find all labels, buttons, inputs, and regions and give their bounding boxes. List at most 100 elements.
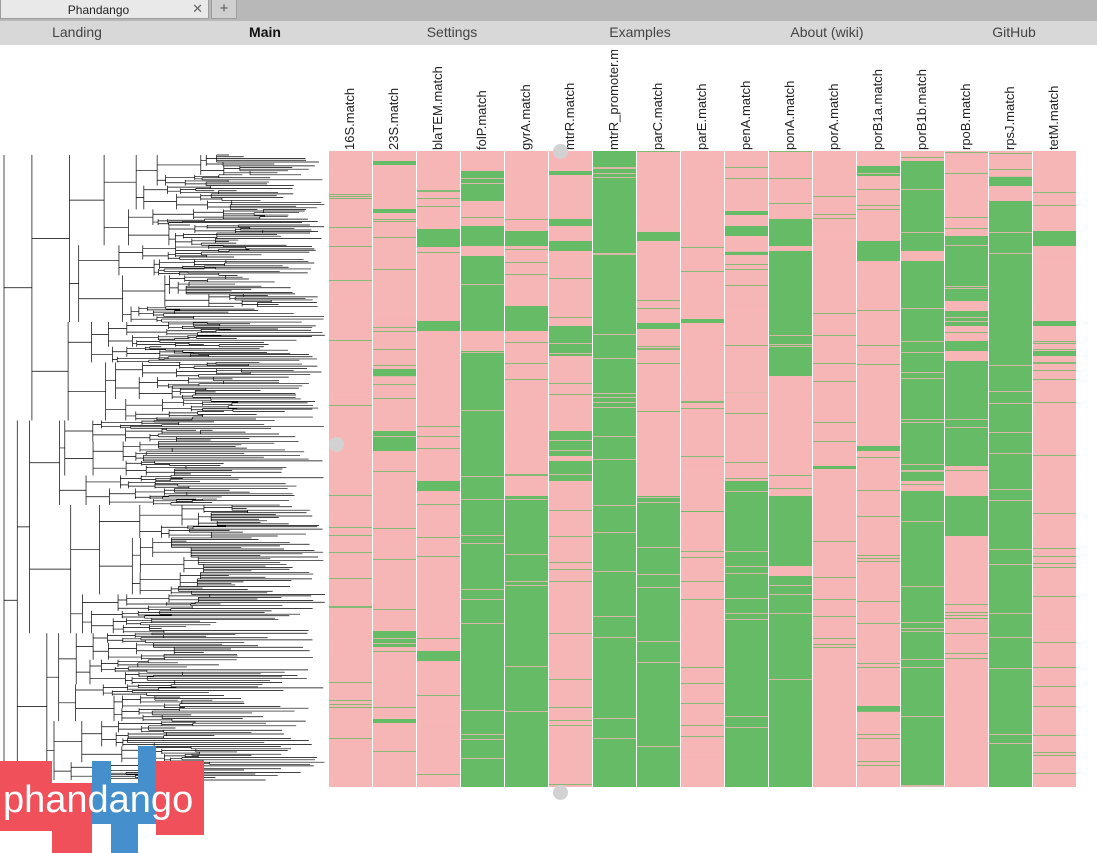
matrix-row-stripe [373, 269, 416, 270]
matrix-column[interactable] [417, 151, 460, 787]
matrix-match-block [901, 491, 944, 787]
matrix-row-stripe [417, 426, 460, 427]
matrix-row-stripe [549, 440, 592, 441]
matrix-row-stripe [813, 422, 856, 423]
matrix-row-stripe [593, 374, 636, 375]
matrix-row-stripe [725, 269, 768, 270]
matrix-row-stripe [945, 217, 988, 218]
matrix-row-stripe [989, 169, 1032, 170]
matrix-row-stripe [857, 765, 900, 766]
matrix-row-stripe [901, 586, 944, 587]
matrix-row-stripe [637, 401, 680, 402]
matrix-row-stripe [681, 703, 724, 704]
nav-about-wiki[interactable]: About (wiki) [790, 24, 864, 40]
matrix-row-stripe [417, 530, 460, 531]
matrix-row-stripe [461, 743, 504, 744]
matrix-column[interactable] [329, 151, 372, 787]
matrix-column[interactable] [1033, 151, 1076, 787]
nav-landing[interactable]: Landing [52, 24, 102, 40]
matrix-row-stripe [945, 770, 988, 771]
matrix-row-stripe [945, 173, 988, 174]
matrix-row-stripe [593, 718, 636, 719]
matrix-row-stripe [769, 306, 812, 307]
matrix-row-stripe [329, 227, 372, 228]
matrix-row-stripe [417, 159, 460, 160]
matrix-column[interactable] [681, 151, 724, 787]
matrix-row-stripe [549, 216, 592, 217]
matrix-row-stripe [417, 523, 460, 524]
close-icon[interactable]: ✕ [192, 1, 203, 16]
matrix-row-stripe [549, 654, 592, 655]
matrix-row-stripe [505, 176, 548, 177]
matrix-row-stripe [637, 637, 680, 638]
matrix-row-stripe [813, 577, 856, 578]
phylogenetic-tree[interactable] [0, 150, 330, 790]
nav-settings[interactable]: Settings [426, 24, 478, 40]
matrix-row-stripe [505, 711, 548, 712]
matrix-row-stripe [945, 427, 988, 428]
matrix-row-stripe [1033, 773, 1076, 774]
drag-handle-icon[interactable] [553, 144, 568, 159]
matrix-row-stripe [461, 476, 504, 477]
matrix-row-stripe [813, 644, 856, 645]
matrix-row-stripe [593, 363, 636, 364]
matrix-row-stripe [989, 489, 1032, 490]
matrix-row-stripe [857, 208, 900, 209]
nav-github[interactable]: GitHub [992, 24, 1036, 40]
matrix-row-stripe [505, 213, 548, 214]
matrix-row-stripe [857, 558, 900, 559]
matrix-row-stripe [461, 217, 504, 218]
matrix-row-stripe [461, 284, 504, 285]
nav-examples[interactable]: Examples [609, 24, 671, 40]
matrix-row-stripe [637, 271, 680, 272]
matrix-row-stripe [945, 631, 988, 632]
matrix-row-stripe [417, 720, 460, 721]
matrix-match-block [769, 496, 812, 566]
matrix-row-stripe [549, 679, 592, 680]
browser-tab[interactable]: Phandango ✕ [0, 0, 209, 19]
matrix-row-stripe [593, 168, 636, 169]
matrix-row-stripe [857, 761, 900, 762]
matrix-row-stripe [681, 401, 724, 402]
matrix-row-stripe [329, 544, 372, 545]
matrix-row-stripe [1033, 513, 1076, 514]
matrix-row-stripe [461, 488, 504, 489]
matrix-row-stripe [681, 539, 724, 540]
matrix-row-stripe [637, 641, 680, 642]
matrix-row-stripe [329, 516, 372, 517]
matrix-row-stripe [989, 267, 1032, 268]
matrix-row-stripe [769, 628, 812, 629]
matrix-row-stripe [769, 475, 812, 476]
new-tab-button[interactable]: + [211, 0, 237, 19]
drag-handle-icon[interactable] [553, 785, 568, 800]
matrix-match-block [1033, 351, 1076, 356]
matrix-row-stripe [329, 298, 372, 299]
matrix-row-stripe [769, 546, 812, 547]
matrix-row-stripe [549, 363, 592, 364]
matrix-row-stripe [505, 785, 548, 786]
matrix-row-stripe [417, 212, 460, 213]
matrix-row-stripe [637, 348, 680, 349]
matrix-row-stripe [1033, 752, 1076, 753]
matrix-row-stripe [945, 286, 988, 287]
matrix-row-stripe [725, 251, 768, 252]
matrix-row-stripe [725, 462, 768, 463]
matrix-row-stripe [373, 722, 416, 723]
matrix-row-stripe [813, 616, 856, 617]
matrix-row-stripe [945, 207, 988, 208]
matrix-column[interactable] [373, 151, 416, 787]
drag-handle-icon[interactable] [329, 437, 344, 452]
matrix-row-stripe [1033, 263, 1076, 264]
gene-match-matrix[interactable] [329, 151, 1076, 787]
nav-main[interactable]: Main [249, 24, 281, 40]
matrix-row-stripe [989, 714, 1032, 715]
matrix-row-stripe [417, 448, 460, 449]
matrix-row-stripe [857, 504, 900, 505]
matrix-row-stripe [549, 725, 592, 726]
matrix-row-stripe [505, 336, 548, 337]
matrix-row-stripe [637, 364, 680, 365]
matrix-row-stripe [505, 249, 548, 250]
matrix-row-stripe [549, 353, 592, 354]
matrix-row-stripe [329, 340, 372, 341]
matrix-row-stripe [769, 203, 812, 204]
